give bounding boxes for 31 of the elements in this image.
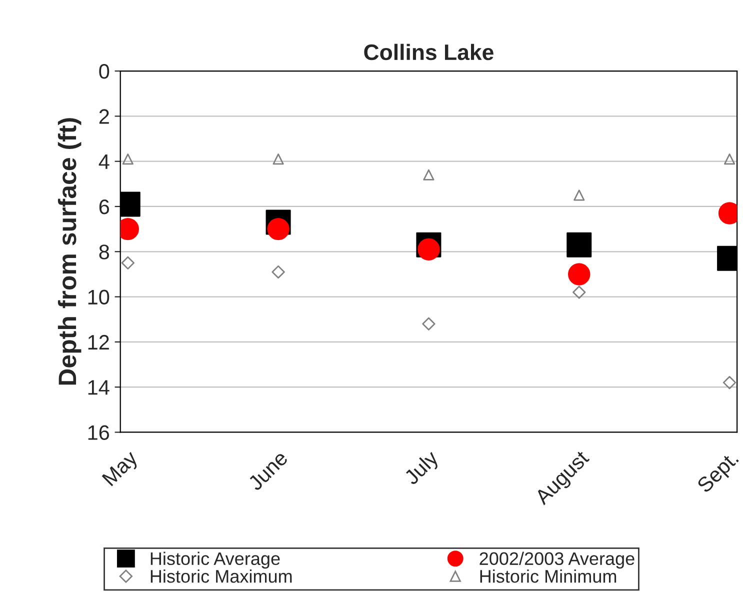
y-tick-label: 0 <box>99 64 110 79</box>
y-tick-label: 4 <box>98 154 110 169</box>
point <box>724 154 736 165</box>
point <box>272 265 285 279</box>
point <box>122 154 134 165</box>
y-axis-title: Depth from surface (ft) <box>58 118 82 385</box>
point <box>423 169 434 180</box>
point <box>418 238 440 260</box>
point <box>566 232 592 258</box>
y-tick-label: 10 <box>88 290 110 305</box>
point <box>121 256 134 270</box>
point <box>568 263 590 286</box>
point <box>722 376 736 390</box>
legend-label: Historic Average <box>150 552 280 569</box>
y-tick-label: 16 <box>88 425 110 440</box>
chart-title: Collins Lake <box>364 44 494 60</box>
point <box>267 218 290 240</box>
point <box>422 317 436 330</box>
y-tick-label: 8 <box>99 244 110 260</box>
point <box>572 286 586 299</box>
y-tick-label: 14 <box>88 380 110 395</box>
legend-label: Historic Maximum <box>150 570 292 583</box>
legend-label: Historic Minimum <box>480 570 616 583</box>
legend-label: 2002/2003 Average <box>480 552 634 569</box>
point <box>574 190 585 201</box>
point <box>272 154 284 165</box>
y-tick-label: 12 <box>88 334 109 350</box>
x-tick-label: July <box>402 448 442 489</box>
y-tick-label: 2 <box>99 109 109 124</box>
x-tick-label: May <box>102 449 142 490</box>
y-tick-label: 6 <box>99 199 110 214</box>
